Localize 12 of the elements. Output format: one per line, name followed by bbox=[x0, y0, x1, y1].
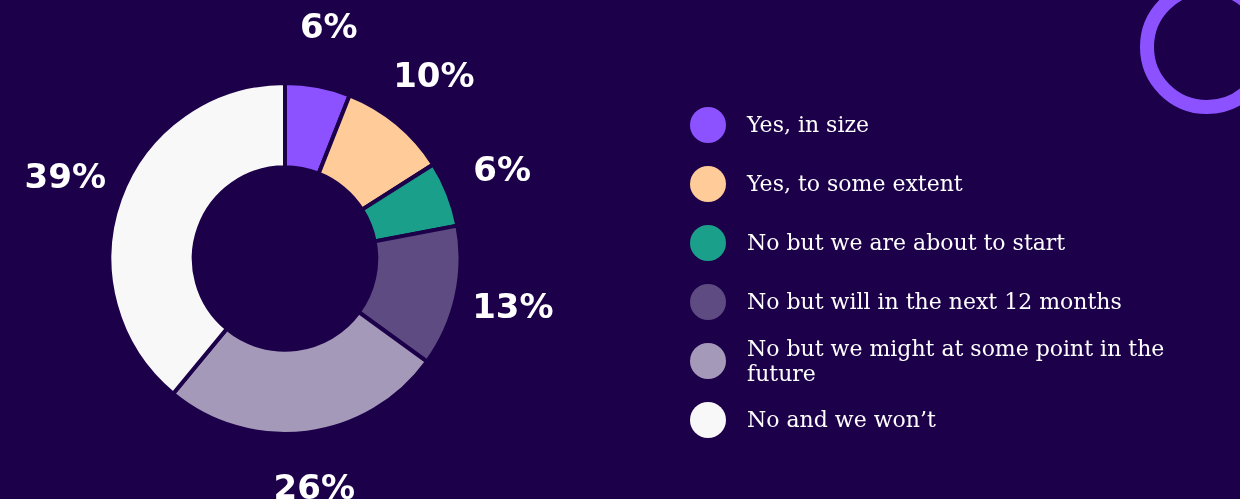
legend-label: No and we won’t bbox=[747, 407, 936, 432]
data-label: 6% bbox=[299, 5, 358, 46]
data-label: 13% bbox=[472, 286, 554, 327]
data-label: 10% bbox=[393, 55, 475, 96]
data-label: 26% bbox=[273, 466, 355, 499]
legend-label: Yes, in size bbox=[747, 112, 870, 137]
legend-label: No but we are about to start bbox=[747, 230, 1066, 255]
legend-label: Yes, to some extent bbox=[747, 171, 963, 196]
legend-label: No but we might at some point in the future bbox=[746, 335, 1166, 386]
data-label: 6% bbox=[473, 149, 531, 190]
data-label: 39% bbox=[24, 156, 106, 197]
legend-label: No but will in the next 12 months bbox=[747, 289, 1122, 314]
